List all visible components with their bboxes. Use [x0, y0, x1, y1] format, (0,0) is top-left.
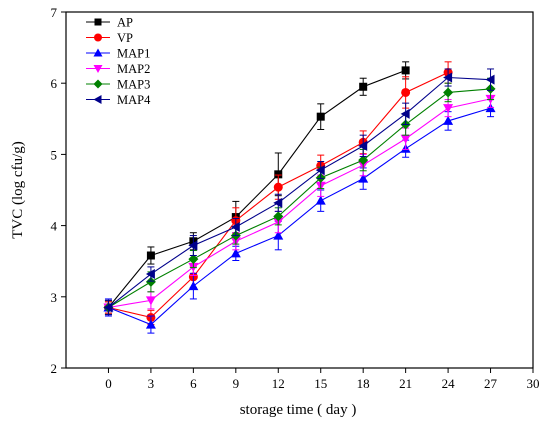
legend-item-map3: MAP3 [86, 78, 150, 92]
y-tick-label: 5 [51, 147, 58, 162]
data-point [401, 87, 411, 97]
data-point [443, 72, 453, 83]
data-point [443, 104, 454, 114]
series-line [108, 69, 406, 308]
data-point [358, 155, 369, 166]
series-line [108, 98, 491, 309]
data-point [145, 319, 156, 329]
data-point [230, 222, 240, 233]
data-point [443, 115, 454, 125]
legend-marker [94, 33, 102, 42]
data-point [146, 251, 155, 260]
legend-marker [93, 95, 102, 104]
legend-item-map1: MAP1 [86, 47, 150, 61]
data-point [145, 296, 156, 306]
legend-label: AP [117, 16, 133, 30]
series-line [108, 107, 491, 326]
legend-label: MAP3 [117, 78, 150, 92]
y-tick-label: 7 [51, 5, 58, 20]
data-point [103, 302, 113, 313]
legend-marker [94, 18, 102, 26]
data-point [145, 276, 156, 287]
series-map3 [103, 77, 496, 316]
y-tick-label: 3 [51, 290, 58, 305]
legend-marker [93, 48, 103, 57]
series-line [108, 76, 491, 308]
x-tick-label: 9 [233, 376, 240, 391]
plot-frame [65, 11, 534, 369]
x-tick-label: 21 [399, 376, 412, 391]
data-point [145, 269, 155, 280]
x-tick-label: 30 [527, 376, 540, 391]
data-point [400, 134, 411, 144]
data-point [273, 182, 283, 192]
legend-item-vp: VP [86, 31, 133, 45]
x-tick-label: 27 [484, 376, 498, 391]
x-tick-label: 3 [148, 376, 155, 391]
series-map2 [103, 89, 496, 316]
data-point [188, 281, 199, 291]
series-map4 [103, 68, 495, 316]
series-vp [103, 61, 453, 326]
data-point [359, 82, 368, 91]
plot-border [65, 11, 534, 369]
data-point [273, 230, 284, 240]
data-point [273, 197, 283, 208]
data-point [400, 108, 410, 119]
legend-item-map2: MAP2 [86, 62, 150, 76]
data-point [485, 74, 495, 85]
data-point [358, 140, 368, 151]
legend-label: MAP2 [117, 62, 150, 76]
data-point [358, 173, 369, 183]
y-tick-label: 6 [51, 76, 58, 91]
legend-label: VP [117, 31, 133, 45]
data-point [316, 112, 325, 121]
data-point [443, 87, 454, 98]
data-point [230, 248, 241, 258]
y-axis-title: TVC (log cfu/g) [10, 141, 26, 238]
x-tick-label: 12 [272, 376, 285, 391]
data-point [401, 66, 410, 75]
legend-item-ap: AP [86, 16, 133, 30]
series-layer [103, 61, 496, 334]
y-tick-label: 2 [51, 361, 58, 376]
legend-item-map4: MAP4 [86, 93, 151, 107]
x-tick-label: 15 [314, 376, 327, 391]
legend-label: MAP4 [117, 93, 151, 107]
x-tick-label: 18 [357, 376, 370, 391]
series-map1 [103, 99, 496, 334]
x-axis-title: storage time ( day ) [240, 402, 357, 418]
data-point [188, 240, 198, 251]
data-point [315, 165, 325, 176]
data-point [274, 170, 283, 179]
legend-label: MAP1 [117, 47, 150, 61]
legend-marker [93, 79, 103, 89]
x-tick-label: 6 [190, 376, 197, 391]
legend-marker [93, 65, 103, 73]
series-line [108, 88, 491, 308]
data-point [273, 211, 284, 222]
data-point [188, 254, 199, 265]
x-tick-label: 24 [442, 376, 456, 391]
x-tick-label: 0 [105, 376, 112, 391]
axis-ticks: 0 3 6 9 12 15 18 21 24 27 30 2 3 4 5 6 7 [51, 5, 540, 391]
data-point [315, 195, 326, 205]
y-tick-label: 4 [51, 219, 58, 234]
